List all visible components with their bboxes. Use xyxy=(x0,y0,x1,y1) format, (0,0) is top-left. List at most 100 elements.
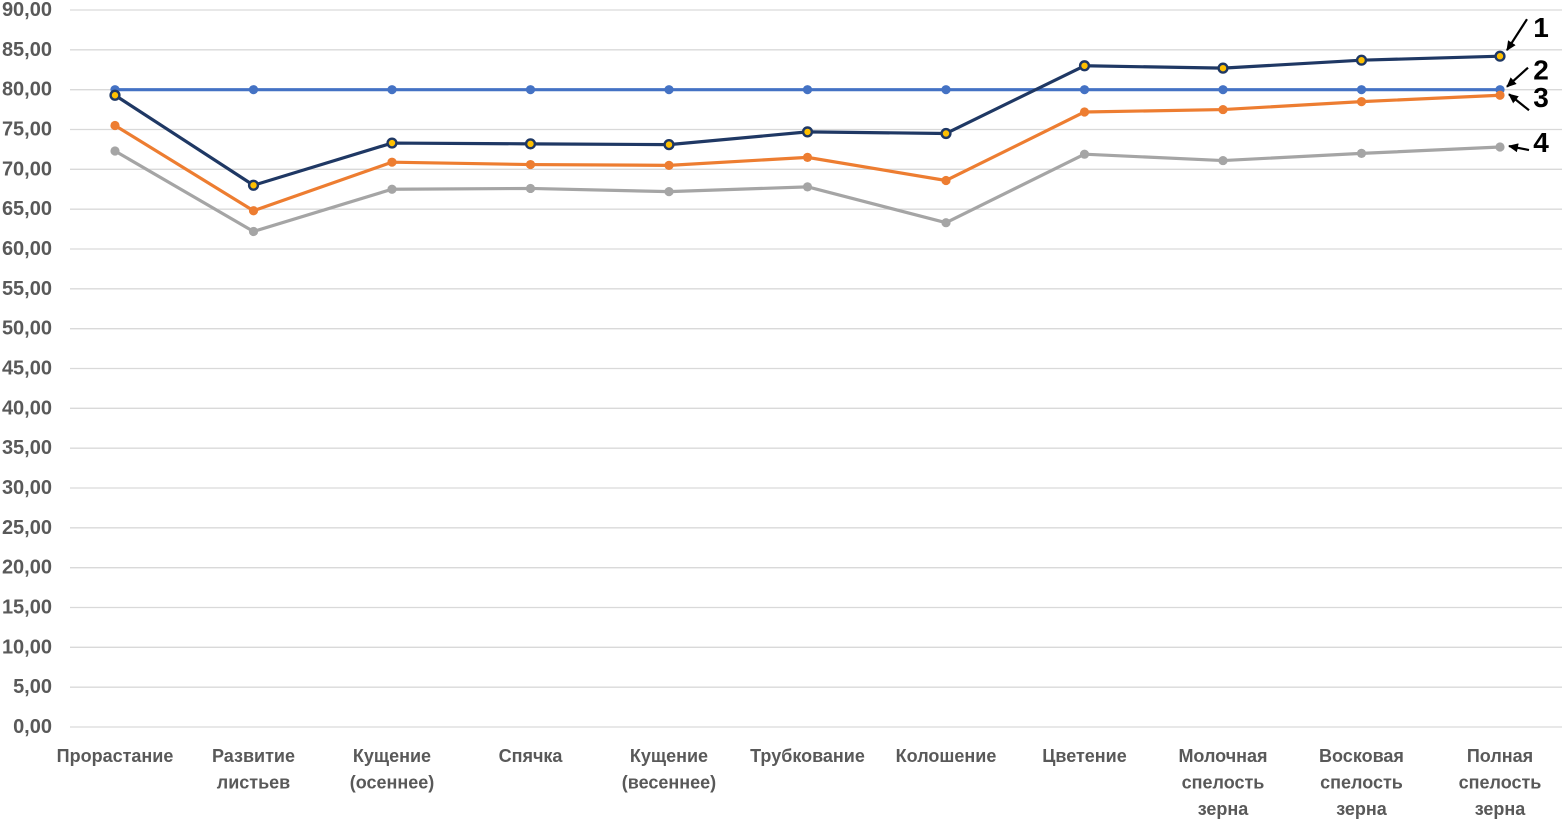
x-category-label: Кущение (весеннее) xyxy=(622,746,716,793)
y-tick-label: 70,00 xyxy=(2,158,52,180)
series-4-marker xyxy=(1356,148,1367,158)
x-category-label: Прорастание xyxy=(57,746,174,766)
y-tick-label: 30,00 xyxy=(2,477,52,499)
series-3-marker xyxy=(1356,97,1367,107)
series-3-marker xyxy=(110,120,120,131)
series-1-marker xyxy=(801,126,814,138)
x-category-label: Кущение (осеннее) xyxy=(350,746,435,793)
series-3-marker xyxy=(1218,104,1228,115)
series-3-marker xyxy=(802,152,813,162)
x-category-line: Цветение xyxy=(1042,746,1127,766)
series-4-marker xyxy=(1079,149,1090,159)
x-category-line: спелость xyxy=(1182,773,1265,793)
series-1-marker xyxy=(1078,60,1091,72)
x-category-label: Трубкование xyxy=(750,746,865,766)
x-category-line: Кущение xyxy=(353,746,431,766)
annotation-arrow-1 xyxy=(1506,18,1528,52)
series-4-marker xyxy=(941,218,951,228)
x-category-line: Молочная xyxy=(1178,746,1267,766)
series-annotations: 1 23 4 xyxy=(1506,12,1549,158)
series-1-marker xyxy=(524,138,537,150)
series-2-marker xyxy=(941,85,951,95)
x-category-line: Колошение xyxy=(896,746,997,766)
y-tick-label: 40,00 xyxy=(2,397,52,419)
series-1-marker xyxy=(1217,62,1229,74)
annotation-arrow-3 xyxy=(1508,93,1530,112)
series-2-marker xyxy=(248,85,259,95)
x-category-line: Спячка xyxy=(499,746,564,766)
x-axis-labels: Прорастание Развитие листьев Кущение (осенне… xyxy=(57,746,1542,819)
series-4-marker xyxy=(110,146,120,156)
series-2-marker xyxy=(525,85,536,95)
y-tick-label: 85,00 xyxy=(2,39,52,61)
series-4-marker xyxy=(1218,155,1228,166)
series-3-marker xyxy=(664,160,674,170)
x-category-label: Молочная спелость зерна xyxy=(1178,746,1267,819)
y-tick-label: 50,00 xyxy=(2,318,52,340)
series-4-marker xyxy=(387,184,397,194)
series-2-marker xyxy=(664,85,674,95)
series-1 xyxy=(109,50,1506,191)
series-3-marker xyxy=(248,206,259,216)
series-1-marker xyxy=(663,139,675,151)
series-3-marker xyxy=(941,175,951,186)
x-category-line: спелость xyxy=(1320,773,1403,793)
series-1-marker xyxy=(109,89,121,101)
x-category-line: (осеннее) xyxy=(350,773,435,793)
annotation-label-4: 4 xyxy=(1533,127,1549,158)
x-category-line: (весеннее) xyxy=(622,773,716,793)
y-tick-label: 65,00 xyxy=(2,198,52,220)
x-category-label: Спячка xyxy=(499,746,564,766)
x-category-line: Полная xyxy=(1467,746,1533,766)
x-category-label: Цветение xyxy=(1042,746,1127,766)
series-1-marker xyxy=(247,179,260,191)
annotation-arrow-2 xyxy=(1506,66,1529,88)
x-category-line: Прорастание xyxy=(57,746,174,766)
series-3-marker xyxy=(1079,107,1090,117)
series-3-marker xyxy=(1495,90,1505,100)
y-tick-label: 60,00 xyxy=(2,238,52,260)
x-category-label: Полная спелость зерна xyxy=(1459,746,1542,819)
y-tick-label: 5,00 xyxy=(13,676,52,698)
x-category-line: зерна xyxy=(1198,799,1250,819)
series-2-marker xyxy=(1218,85,1228,95)
series-1-marker xyxy=(1355,54,1368,66)
annotation-label-3: 3 xyxy=(1533,82,1549,113)
series-4-marker xyxy=(1495,142,1505,152)
series-3-marker xyxy=(525,159,536,170)
series-1-line xyxy=(113,54,1502,187)
y-tick-label: 80,00 xyxy=(2,79,52,101)
x-category-line: Трубкование xyxy=(750,746,865,766)
annotation-label-1: 1 xyxy=(1533,12,1549,43)
series-3 xyxy=(110,90,1505,216)
y-tick-label: 45,00 xyxy=(2,358,52,380)
y-axis-labels: 0,00 5,00 10,00 15,00 20,00 25,00 30,00 35,00 40… xyxy=(2,0,52,738)
series-1-marker xyxy=(386,137,398,149)
x-category-label: Восковая спелость зерна xyxy=(1319,746,1404,819)
series-4 xyxy=(110,142,1505,237)
x-category-line: Развитие xyxy=(212,746,295,766)
series-4-marker xyxy=(664,187,674,197)
x-category-line: Восковая xyxy=(1319,746,1404,766)
y-tick-label: 55,00 xyxy=(2,278,52,300)
series-1-marker xyxy=(940,127,952,140)
annotation-arrow-4 xyxy=(1508,143,1530,153)
y-tick-label: 35,00 xyxy=(2,437,52,459)
series-4-marker xyxy=(525,183,536,194)
series-4-marker xyxy=(248,226,259,237)
y-tick-label: 15,00 xyxy=(2,597,52,619)
y-tick-label: 20,00 xyxy=(2,557,52,579)
x-category-line: зерна xyxy=(1336,799,1388,819)
y-tick-label: 10,00 xyxy=(2,636,52,658)
y-tick-label: 75,00 xyxy=(2,119,52,141)
x-category-line: Кущение xyxy=(630,746,708,766)
y-tick-label: 25,00 xyxy=(2,517,52,539)
series-2-marker xyxy=(1356,85,1367,95)
x-category-label: Развитие листьев xyxy=(212,746,295,793)
x-category-label: Колошение xyxy=(896,746,997,766)
series-1-marker xyxy=(1494,50,1506,62)
series-2 xyxy=(110,85,1505,95)
series-2-marker xyxy=(802,85,813,95)
x-category-line: зерна xyxy=(1475,799,1527,819)
